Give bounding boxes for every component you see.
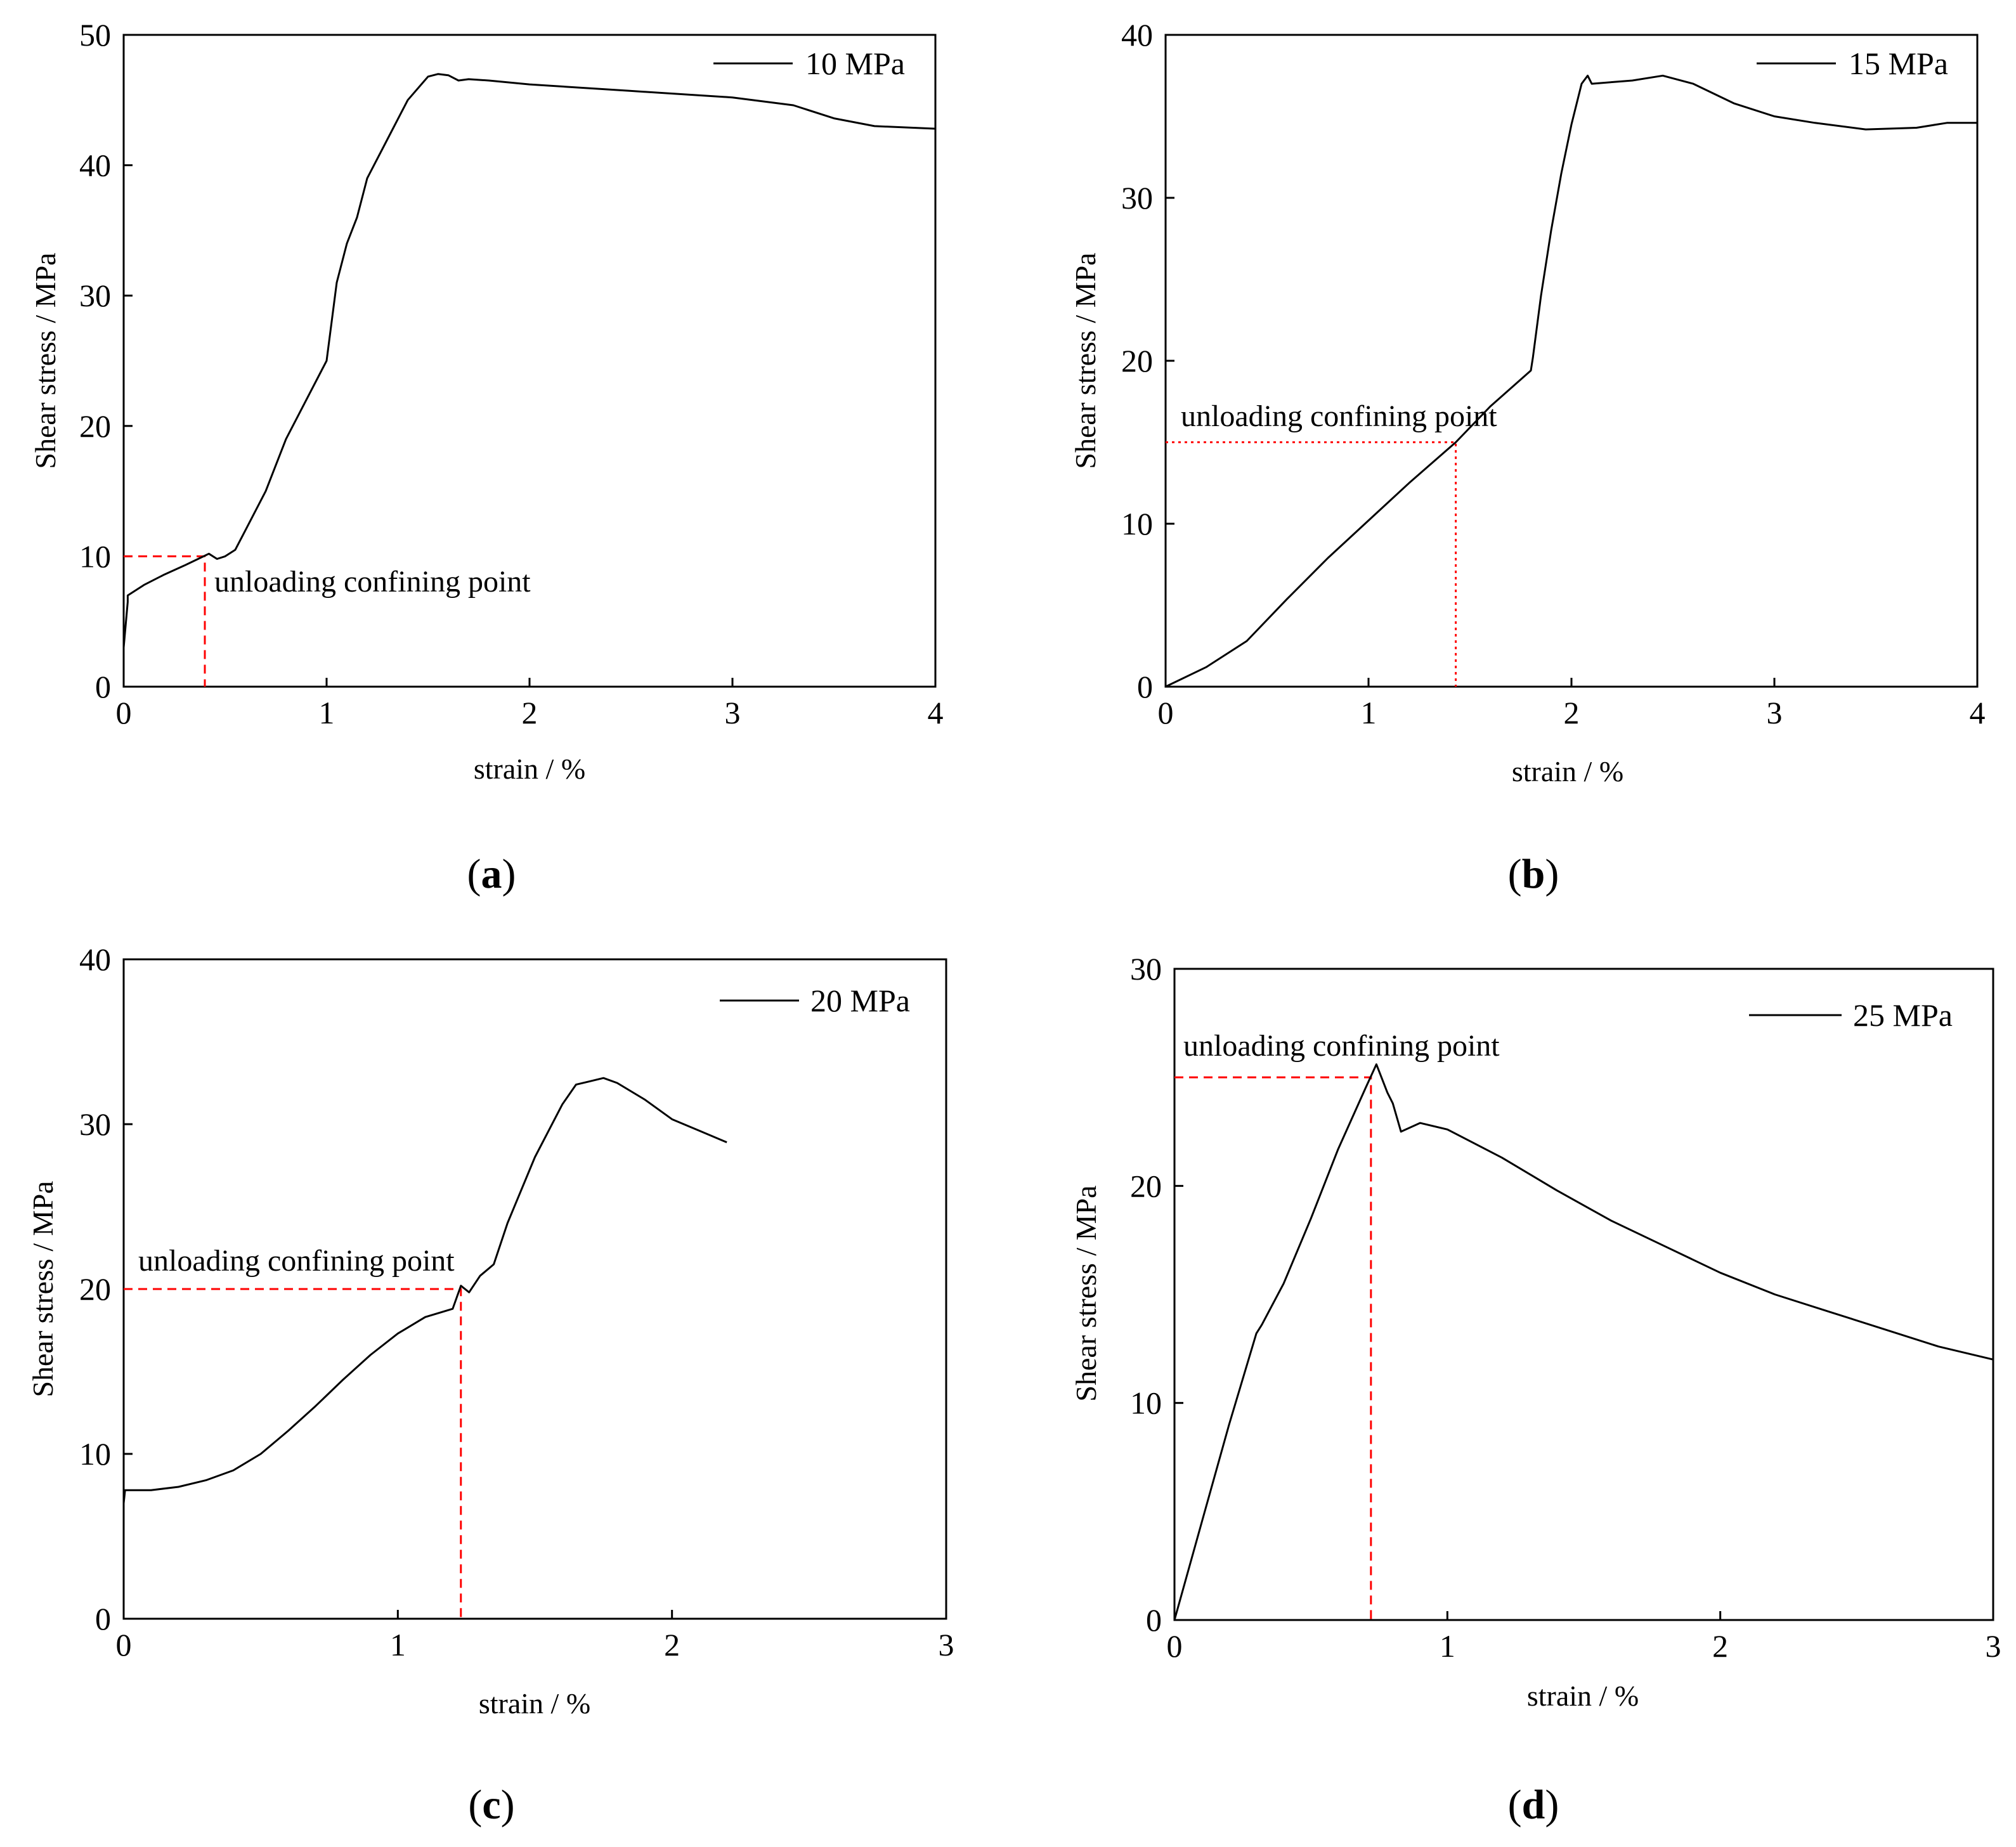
x-tick-label: 1 bbox=[1361, 695, 1377, 730]
data-curve bbox=[122, 73, 936, 648]
x-tick-label: 0 bbox=[116, 1627, 132, 1662]
x-tick-label: 3 bbox=[1767, 695, 1783, 730]
annotation-label: unloading confining point bbox=[1181, 399, 1497, 433]
panel-label: (d) bbox=[1508, 1782, 1559, 1828]
panel-label: (b) bbox=[1508, 851, 1559, 897]
y-tick-label: 10 bbox=[1121, 506, 1153, 541]
data-curve bbox=[1165, 74, 1977, 688]
data-curve bbox=[122, 1077, 727, 1504]
y-tick-label: 0 bbox=[1137, 669, 1153, 704]
x-tick-label: 4 bbox=[928, 695, 944, 730]
y-tick-label: 10 bbox=[79, 1436, 111, 1472]
y-tick-label: 0 bbox=[1146, 1602, 1162, 1638]
x-axis-title: strain / % bbox=[474, 753, 585, 785]
x-tick-label: 3 bbox=[725, 695, 741, 730]
y-axis-title: Shear stress / MPa bbox=[27, 1181, 59, 1397]
y-tick-label: 30 bbox=[1121, 180, 1153, 216]
data-curve bbox=[1173, 1063, 1994, 1621]
y-axis-title: Shear stress / MPa bbox=[1069, 252, 1102, 469]
legend: 15 MPa bbox=[1757, 46, 1948, 81]
chart-d: 0 10 20 30 0 1 2 3 25 MPa unloading confining … bbox=[1070, 951, 2001, 1828]
x-tick-label: 2 bbox=[522, 695, 538, 730]
y-tick-label: 30 bbox=[79, 278, 111, 313]
x-ticks: 0 1 2 3 bbox=[1167, 1611, 2001, 1664]
chart-c: 0 10 20 30 40 0 1 2 3 20 MPa unloading confinin… bbox=[27, 942, 954, 1828]
y-tick-label: 30 bbox=[1130, 951, 1162, 987]
x-tick-label: 3 bbox=[1986, 1628, 2001, 1664]
legend: 20 MPa bbox=[720, 983, 910, 1018]
marker-line bbox=[1174, 1076, 1372, 1620]
x-tick-label: 1 bbox=[319, 695, 335, 730]
x-ticks: 0 1 2 3 4 bbox=[116, 678, 944, 730]
y-tick-label: 30 bbox=[79, 1106, 111, 1142]
y-tick-label: 20 bbox=[79, 1271, 111, 1307]
y-tick-label: 20 bbox=[1130, 1168, 1162, 1203]
legend: 10 MPa bbox=[713, 46, 905, 81]
legend: 25 MPa bbox=[1749, 997, 1953, 1033]
x-tick-label: 0 bbox=[1167, 1628, 1183, 1664]
x-tick-label: 2 bbox=[1564, 695, 1580, 730]
x-axis-title: strain / % bbox=[479, 1687, 590, 1720]
y-tick-label: 20 bbox=[1121, 343, 1153, 379]
y-tick-label: 40 bbox=[1121, 17, 1153, 53]
chart-a: 0 10 20 30 40 50 0 1 2 3 4 10 MPa unloading confi… bbox=[29, 17, 944, 897]
y-tick-label: 0 bbox=[95, 1601, 111, 1636]
y-ticks: 0 10 20 30 40 bbox=[1121, 17, 1174, 704]
annotation-label: unloading confining point bbox=[214, 565, 531, 599]
plot-frame bbox=[1164, 34, 1979, 688]
y-tick-label: 50 bbox=[79, 17, 111, 53]
x-tick-label: 0 bbox=[116, 695, 132, 730]
y-ticks: 0 10 20 30 40 bbox=[79, 942, 133, 1636]
y-axis-title: Shear stress / MPa bbox=[29, 252, 62, 469]
x-tick-label: 2 bbox=[1712, 1628, 1728, 1664]
x-axis-title: strain / % bbox=[1527, 1680, 1639, 1712]
x-tick-label: 3 bbox=[939, 1627, 954, 1662]
legend-label: 10 MPa bbox=[805, 46, 905, 81]
x-ticks: 0 1 2 3 bbox=[116, 1610, 954, 1662]
chart-b: 0 10 20 30 40 0 1 2 3 4 15 MPa unloading confini… bbox=[1069, 17, 1986, 897]
x-tick-label: 2 bbox=[664, 1627, 680, 1662]
y-tick-label: 0 bbox=[95, 669, 111, 704]
y-tick-label: 10 bbox=[79, 538, 111, 574]
marker-line bbox=[124, 1288, 462, 1619]
marker-line bbox=[1166, 441, 1457, 687]
panel-label: (c) bbox=[468, 1782, 514, 1828]
x-tick-label: 1 bbox=[390, 1627, 406, 1662]
annotation-label: unloading confining point bbox=[1183, 1029, 1500, 1063]
x-tick-label: 4 bbox=[1970, 695, 1986, 730]
y-tick-label: 20 bbox=[79, 408, 111, 444]
y-tick-label: 40 bbox=[79, 148, 111, 183]
x-tick-label: 1 bbox=[1440, 1628, 1455, 1664]
y-axis-title: Shear stress / MPa bbox=[1070, 1185, 1102, 1401]
y-ticks: 0 10 20 30 40 50 bbox=[79, 17, 133, 704]
marker-line bbox=[124, 555, 206, 687]
y-tick-label: 40 bbox=[79, 942, 111, 977]
y-tick-label: 10 bbox=[1130, 1385, 1162, 1421]
y-ticks: 0 10 20 30 bbox=[1130, 951, 1183, 1638]
legend-label: 20 MPa bbox=[810, 983, 910, 1018]
annotation-label: unloading confining point bbox=[138, 1244, 455, 1278]
x-tick-label: 0 bbox=[1158, 695, 1174, 730]
x-axis-title: strain / % bbox=[1512, 755, 1623, 787]
legend-label: 25 MPa bbox=[1853, 997, 1953, 1033]
legend-label: 15 MPa bbox=[1849, 46, 1948, 81]
plot-frame bbox=[1173, 968, 1994, 1621]
panel-label: (a) bbox=[467, 851, 516, 897]
x-ticks: 0 1 2 3 4 bbox=[1158, 678, 1986, 730]
